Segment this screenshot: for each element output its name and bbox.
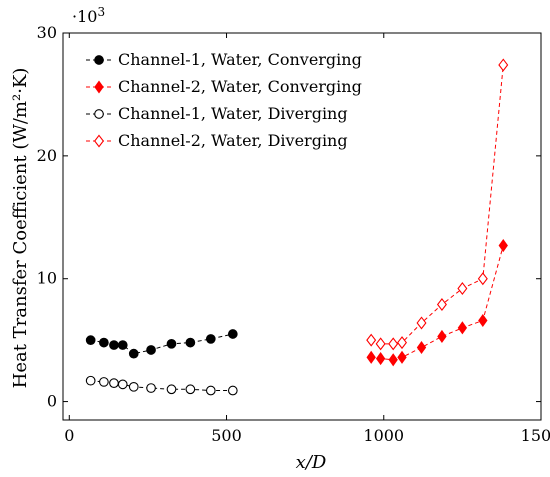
series-3-point [227,385,238,396]
plot-area [85,58,509,396]
legend-marker [94,134,104,148]
series-3-point [185,384,196,395]
x-axis-title: x/D [296,452,327,473]
series-3-point [205,385,216,396]
legend-marker [94,109,104,119]
series-1-point [85,335,96,345]
y-tick-label: 30 [37,23,57,42]
series-1-point [166,338,177,349]
series-2-point [416,340,427,355]
series-2-point [388,353,398,367]
legend-marker [94,80,104,94]
series-1-point [109,340,119,350]
series-3-point [117,379,128,390]
legend-label: Channel-1, Water, Converging [118,50,362,69]
series-1-point [205,334,216,344]
series-4-point [498,58,509,72]
series-1-point [146,345,156,355]
series-4-point [416,316,427,330]
legend-label: Channel-1, Water, Diverging [118,104,348,123]
series-4-point [388,337,399,351]
series-3-point [99,377,109,387]
y-tick-label: 0 [47,392,57,411]
series-4-point [366,333,377,347]
x-tick-label: 500 [211,426,242,445]
y-scale-label: ·103 [72,5,105,26]
series-1 [85,329,238,359]
series-3-point [146,383,156,393]
series-1-line [90,333,233,355]
series-3-point [109,378,119,388]
series-2-line [371,245,504,361]
series-4-point [436,298,447,312]
y-axis-title: Heat Transfer Coefficient (W/m²·K) [10,68,31,389]
series-1-point [117,340,128,350]
series-3-point [166,384,177,395]
series-3-line [90,380,233,392]
series-4-point [397,336,407,350]
series-1-point [185,337,196,348]
plot-frame [62,32,542,421]
legend-marker [94,55,104,65]
series-3 [85,375,238,396]
series-1-point [128,348,139,359]
series-2-point [437,329,447,344]
series-4-point [457,282,468,296]
series-2-point [397,350,407,364]
series-1-point [227,329,238,339]
series-2 [366,238,508,367]
series-4 [366,58,509,351]
y-scale-exponent: 3 [97,5,105,19]
legend-label: Channel-2, Water, Converging [118,77,362,96]
series-2-point [457,321,468,335]
legend-item-3: Channel-1, Water, Diverging [86,104,348,123]
legend-item-2: Channel-2, Water, Converging [86,77,362,96]
x-tick-label: 1000 [363,426,404,445]
series-4-line [370,64,504,345]
series-3-point [85,375,96,386]
legend-label: Channel-2, Water, Diverging [118,131,348,150]
series-2-point [498,238,508,253]
y-tick-label: 10 [37,269,57,288]
legend-item-4: Channel-2, Water, Diverging [86,131,348,150]
series-2-point [375,352,386,366]
series-3-point [128,381,139,392]
series-4-point [477,272,488,286]
series-1-point [99,337,109,348]
legend-item-1: Channel-1, Water, Converging [86,50,362,69]
x-tick-label: 0 [64,426,74,445]
series-4-point [375,337,386,351]
series-2-point [478,313,488,328]
y-tick-label: 20 [37,146,57,165]
legend: Channel-1, Water, Converging Channel-2, W… [86,50,362,150]
series-2-point [366,350,376,364]
